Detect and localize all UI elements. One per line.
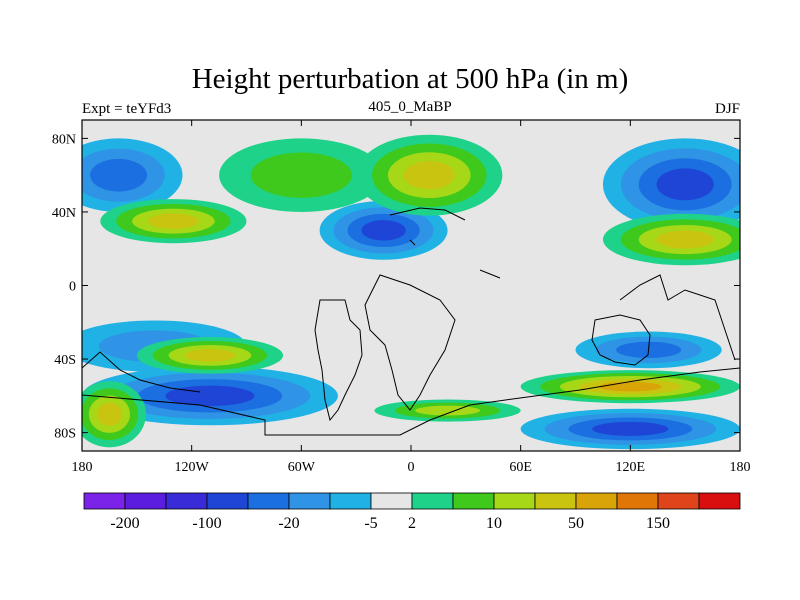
- contour-region: [592, 421, 669, 436]
- x-tick-label: 60W: [288, 460, 316, 475]
- contour-region: [656, 230, 714, 249]
- colorbar: -200 -100 -20 -5 2 10 50 150: [83, 492, 741, 532]
- colorbar-swatch: [452, 492, 495, 510]
- coastline-west-antarctic: [82, 351, 201, 393]
- map-plot-area: [82, 120, 740, 451]
- coastline-outline: [82, 207, 740, 436]
- y-tick-label: 80S: [54, 427, 76, 442]
- y-tick-label: 40S: [54, 353, 76, 368]
- colorbar-label: 10: [486, 515, 502, 532]
- colorbar-label: -100: [192, 515, 221, 532]
- x-tick-label: 60E: [509, 460, 532, 475]
- colorbar-swatch: [288, 492, 331, 510]
- colorbar-swatch: [657, 492, 700, 510]
- x-tick-label: 0: [408, 460, 415, 475]
- y-tick-label: 80N: [52, 132, 76, 147]
- colorbar-swatch: [83, 492, 126, 510]
- colorbar-swatch: [534, 492, 577, 510]
- contour-region: [599, 381, 662, 392]
- colorbar-label: -5: [364, 515, 377, 532]
- y-tick-label: 0: [69, 280, 76, 295]
- colorbar-swatch: [329, 492, 372, 510]
- axes: 180 120W 60W 0 60E 120E 180 80N 40N 0 40S 80S: [52, 120, 751, 475]
- center-label: 405_0_MaBP: [368, 99, 451, 115]
- coastline-north: [389, 207, 501, 279]
- colorbar-swatch: [247, 492, 290, 510]
- colorbar-swatch: [616, 492, 659, 510]
- x-tick-label: 120W: [175, 460, 210, 475]
- x-tick-label: 180: [72, 460, 93, 475]
- colorbar-swatch: [124, 492, 167, 510]
- contour-region: [361, 220, 406, 241]
- coastline-south-america: [314, 299, 363, 422]
- contour-region: [250, 152, 352, 198]
- colorbar-swatch: [493, 492, 536, 510]
- contour-region: [415, 405, 481, 416]
- colorbar-label: 150: [646, 515, 670, 532]
- colorbar-label: -200: [110, 515, 139, 532]
- x-tick-label: 180: [730, 460, 751, 475]
- contour-region: [184, 348, 236, 362]
- chart-title: Height perturbation at 500 hPa (in m): [192, 63, 629, 95]
- right-label: DJF: [715, 101, 740, 117]
- coastline-australia: [591, 314, 651, 366]
- contour-region: [147, 213, 199, 229]
- colorbar-swatch: [575, 492, 618, 510]
- coastline-antarctica: [82, 367, 740, 436]
- colorbar-label: 50: [568, 515, 584, 532]
- x-tick-label: 120E: [616, 460, 646, 475]
- colorbar-swatch: [206, 492, 249, 510]
- coastline-maritime: [619, 274, 736, 361]
- colorbar-label: 2: [408, 515, 416, 532]
- contour-region: [96, 402, 123, 426]
- left-label: Expt = teYFd3: [82, 101, 171, 117]
- colorbar-swatch: [165, 492, 208, 510]
- contour-region: [403, 161, 455, 190]
- colorbar-label: -20: [278, 515, 299, 532]
- colorbar-swatch: [411, 492, 454, 510]
- contour-region: [90, 158, 147, 192]
- colorbar-swatch: [370, 492, 413, 510]
- y-tick-label: 40N: [52, 206, 76, 221]
- colorbar-swatch: [698, 492, 741, 510]
- coastline-africa: [364, 274, 456, 411]
- contour-region: [656, 168, 714, 201]
